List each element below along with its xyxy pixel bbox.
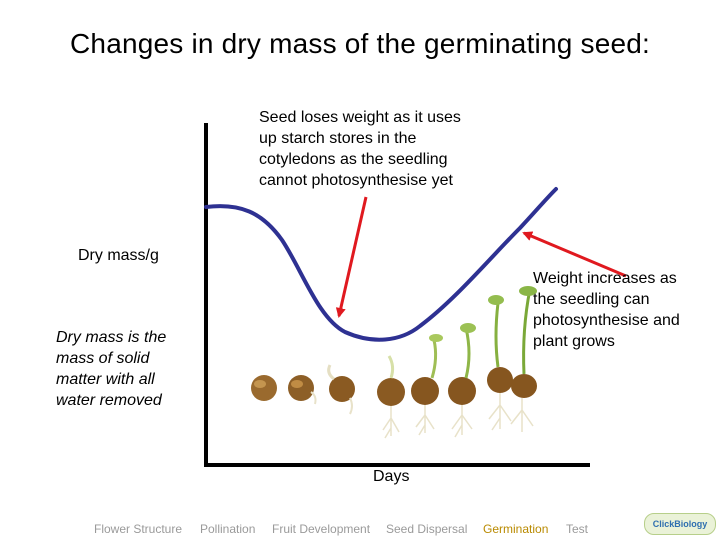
y-axis-label: Dry mass/g [78,247,159,264]
seed-stage-6 [448,323,476,438]
nav-link-flower-structure[interactable]: Flower Structure [94,522,183,536]
nav-link-fruit-development[interactable]: Fruit Development [272,522,371,536]
definition-line: Dry mass is the [56,329,167,346]
seed-stage-1 [251,375,277,401]
seed-stage-2 [288,375,317,405]
definition-line: mass of solid [56,350,150,367]
definition-line: matter with all [56,371,155,388]
seed-stage-8 [510,286,537,432]
seed-stage-7 [487,295,513,431]
callout-line: Seed loses weight as it uses [259,109,461,126]
seed-stage-5 [411,334,443,436]
seed-stage-3 [327,364,355,415]
nav-link-test[interactable]: Test [566,522,589,536]
nav-link-seed-dispersal[interactable]: Seed Dispersal [386,522,468,536]
callout-weight-loss: Seed loses weight as it uses up starch s… [259,107,461,191]
callout-line: Weight increases as [533,270,677,287]
definition-line: water removed [56,392,162,409]
callout-line: photosynthesise and [533,312,680,329]
callout-weight-gain: Weight increases as the seedling can pho… [533,268,680,352]
callout-line: the seedling can [533,291,650,308]
seed-stage-4 [377,355,405,439]
x-axis-label: Days [373,468,410,485]
nav-link-pollination[interactable]: Pollination [200,522,256,536]
callout-line: plant grows [533,333,615,350]
arrow-to-rise [522,231,627,278]
dry-mass-definition: Dry mass is the mass of solid matter wit… [56,327,166,411]
page-title: Changes in dry mass of the germinating s… [70,28,650,59]
nav-link-germination[interactable]: Germination [483,522,549,536]
arrow-to-minimum [335,196,368,318]
callout-line: cotyledons as the seedling [259,151,448,168]
clickbiology-logo[interactable]: ClickBiology [644,513,716,535]
callout-line: cannot photosynthesise yet [259,172,453,189]
dry-mass-curve [204,187,558,342]
callout-line: up starch stores in the [259,130,417,147]
